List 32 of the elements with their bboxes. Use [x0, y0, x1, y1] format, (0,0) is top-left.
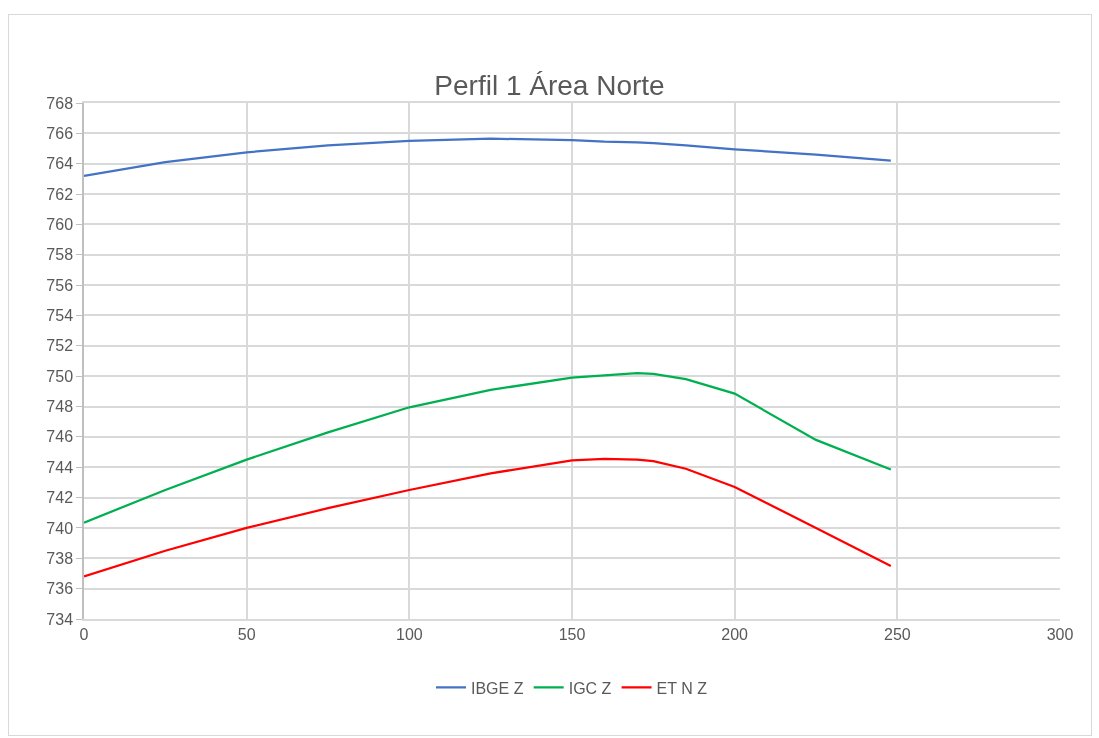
y-tick-label: 748: [46, 398, 74, 416]
y-tick-label: 762: [46, 185, 74, 203]
line-series: [84, 457, 892, 578]
y-tick-label: 746: [46, 428, 74, 446]
y-tick-label: 744: [46, 458, 74, 476]
y-tick-label: 734: [46, 610, 74, 628]
y-tick-label: 752: [46, 337, 74, 355]
y-tick-label: 760: [46, 216, 74, 234]
y-tick-label: 766: [46, 124, 74, 142]
x-tick-label: 200: [721, 625, 749, 643]
y-tick-label: 750: [46, 367, 74, 385]
x-tick-label: 100: [395, 625, 423, 643]
x-tick-label: 250: [883, 625, 911, 643]
y-tick-label: 756: [46, 276, 74, 294]
line-series: [84, 137, 892, 177]
y-tick-label: 758: [46, 246, 74, 264]
y-tick-label: 768: [46, 94, 74, 112]
x-tick-label: 150: [558, 625, 586, 643]
legend-label: IGC Z: [568, 679, 612, 697]
legend-label: IBGE Z: [471, 679, 524, 697]
y-tick-label: 738: [46, 549, 74, 567]
x-tick-label: 0: [79, 625, 89, 643]
y-tick-label: 764: [46, 155, 74, 173]
y-tick-label: 736: [46, 580, 74, 598]
chart-title: Perfil 1 Área Norte: [434, 69, 665, 101]
y-tick-label: 740: [46, 519, 74, 537]
legend-label: ET N Z: [656, 679, 708, 697]
x-tick-label: 300: [1046, 625, 1074, 643]
x-tick-label: 50: [237, 625, 256, 643]
line-series: [84, 372, 892, 524]
y-tick-label: 742: [46, 489, 74, 507]
y-tick-label: 754: [46, 307, 74, 325]
